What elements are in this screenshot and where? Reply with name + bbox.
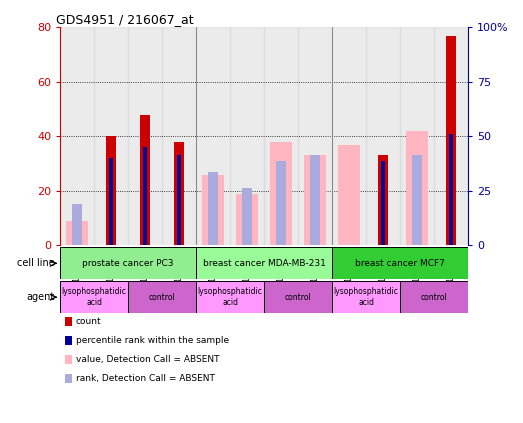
Bar xyxy=(128,27,162,245)
Bar xyxy=(381,161,385,245)
Text: rank, Detection Call = ABSENT: rank, Detection Call = ABSENT xyxy=(76,374,215,383)
Bar xyxy=(264,281,332,313)
Bar xyxy=(202,175,224,245)
Bar xyxy=(366,27,400,245)
Bar xyxy=(60,281,128,313)
Bar xyxy=(400,27,434,245)
Bar xyxy=(242,188,252,245)
Bar xyxy=(332,27,366,245)
Bar xyxy=(196,27,230,245)
Bar xyxy=(434,27,468,245)
Text: count: count xyxy=(76,317,101,326)
Bar xyxy=(140,115,150,245)
Bar xyxy=(196,281,264,313)
Bar xyxy=(304,156,326,245)
Bar xyxy=(264,27,298,245)
Bar xyxy=(412,156,422,245)
Bar xyxy=(298,27,332,245)
Text: percentile rank within the sample: percentile rank within the sample xyxy=(76,336,229,345)
Bar xyxy=(338,145,360,245)
Bar xyxy=(143,147,147,245)
Text: breast cancer MDA-MB-231: breast cancer MDA-MB-231 xyxy=(203,259,325,268)
Bar xyxy=(449,134,453,245)
Bar xyxy=(174,142,184,245)
Bar xyxy=(94,27,128,245)
Bar xyxy=(177,156,181,245)
Bar xyxy=(332,281,400,313)
Text: control: control xyxy=(420,293,448,302)
Text: lysophosphatidic
acid: lysophosphatidic acid xyxy=(62,288,127,307)
Text: lysophosphatidic
acid: lysophosphatidic acid xyxy=(334,288,399,307)
Text: value, Detection Call = ABSENT: value, Detection Call = ABSENT xyxy=(76,355,219,364)
Bar xyxy=(230,27,264,245)
Bar xyxy=(72,204,82,245)
Bar xyxy=(60,247,196,279)
Bar xyxy=(270,142,292,245)
Bar xyxy=(332,247,468,279)
Bar xyxy=(208,172,218,245)
Bar xyxy=(400,281,468,313)
Bar xyxy=(310,156,320,245)
Bar xyxy=(276,161,286,245)
Text: prostate cancer PC3: prostate cancer PC3 xyxy=(83,259,174,268)
Bar xyxy=(60,27,94,245)
Text: control: control xyxy=(285,293,312,302)
Bar xyxy=(446,36,456,245)
Bar xyxy=(128,281,196,313)
Text: breast cancer MCF7: breast cancer MCF7 xyxy=(355,259,445,268)
Text: control: control xyxy=(149,293,176,302)
Bar xyxy=(106,137,116,245)
Text: GDS4951 / 216067_at: GDS4951 / 216067_at xyxy=(56,14,194,26)
Bar xyxy=(196,247,332,279)
Bar xyxy=(109,158,113,245)
Text: lysophosphatidic
acid: lysophosphatidic acid xyxy=(198,288,263,307)
Bar xyxy=(162,27,196,245)
Bar xyxy=(236,194,258,245)
Bar xyxy=(378,156,388,245)
Bar xyxy=(66,221,88,245)
Text: agent: agent xyxy=(27,292,55,302)
Bar xyxy=(406,131,428,245)
Text: cell line: cell line xyxy=(17,258,55,268)
